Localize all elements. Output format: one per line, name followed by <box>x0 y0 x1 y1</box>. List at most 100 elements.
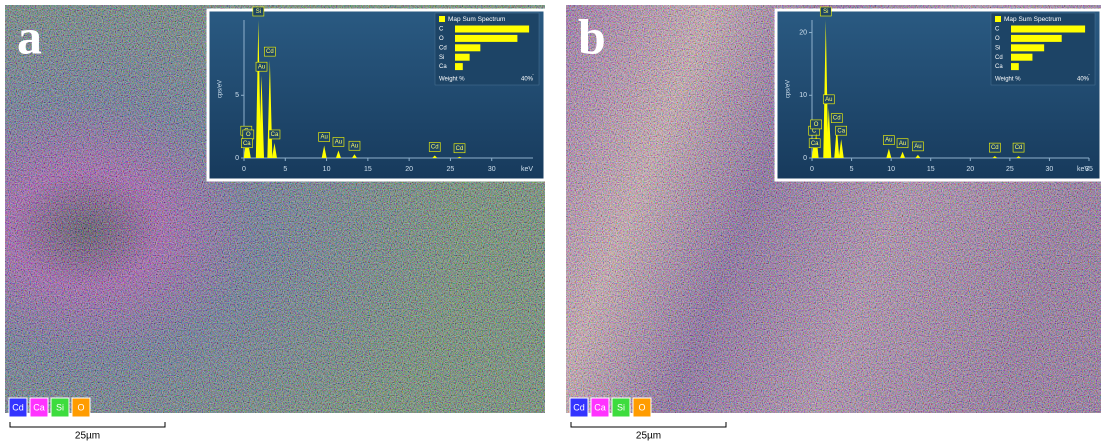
spectrum-peak <box>259 75 265 158</box>
weight-tick-label: 40% <box>521 77 534 83</box>
spectrum-peak <box>886 148 892 158</box>
peak-label: Ca <box>811 141 819 147</box>
legend-chip <box>71 397 91 418</box>
spectrum-peak <box>271 142 277 158</box>
spectrum-peak <box>826 107 832 158</box>
x-tick-label: 25 <box>447 166 455 173</box>
peak-label: Au <box>258 64 265 70</box>
peak-label-box <box>912 141 924 152</box>
x-tick-label: 10 <box>323 166 331 173</box>
peak-label-box <box>819 6 832 17</box>
spectrum-peak <box>335 150 341 158</box>
peak-label-box <box>883 135 895 145</box>
legend-chip <box>8 397 28 418</box>
weight-category: Ca <box>439 64 447 70</box>
y-axis-label: cps/eV <box>218 80 224 98</box>
peak-label: C <box>812 128 817 134</box>
weight-bar <box>455 53 470 61</box>
legend-label: O <box>77 402 84 412</box>
spectrum-peak <box>457 156 463 158</box>
spectrum-peak <box>992 156 998 158</box>
weight-bar <box>1011 44 1045 52</box>
peak-label-box <box>255 61 268 72</box>
legend-label: Cd <box>573 402 585 412</box>
peak-label: Cd <box>456 146 464 152</box>
peak-label-box <box>989 142 1001 153</box>
legend-label: O <box>638 402 645 412</box>
weight-tick-label: 40% <box>1077 77 1090 83</box>
peak-label: O <box>246 132 251 138</box>
peak-label: Au <box>885 138 892 144</box>
peak-label-box <box>268 129 281 140</box>
y-tick-label: 5 <box>235 92 239 99</box>
legend-label: Ca <box>594 402 606 412</box>
peak-label-box <box>822 94 835 105</box>
peak-label: Si <box>256 9 261 15</box>
legend-chip <box>29 397 49 418</box>
peak-label: Cd <box>266 49 274 55</box>
panel-label: a <box>17 8 42 64</box>
weight-bar <box>1011 34 1062 42</box>
scale-bar-label: 25µm <box>75 431 100 442</box>
weight-category: Ca <box>995 64 1003 70</box>
x-tick-label: 0 <box>810 166 814 173</box>
spectrum-peak <box>915 154 921 158</box>
weight-bar <box>1011 25 1086 33</box>
x-tick-label: 20 <box>405 166 413 173</box>
weight-bar <box>455 34 518 42</box>
legend-chip <box>611 397 631 418</box>
weight-category: O <box>995 36 1000 42</box>
weight-box <box>434 12 540 86</box>
y-tick-label: 20 <box>799 29 807 36</box>
peak-label-box <box>896 138 909 149</box>
spectrum-peak <box>321 145 327 158</box>
weight-title: Map Sum Spectrum <box>448 16 505 23</box>
x-unit: keV <box>1077 166 1089 173</box>
x-tick-label: 15 <box>927 166 935 173</box>
legend-label: Ca <box>33 402 45 412</box>
peak-label: Au <box>825 97 832 103</box>
peak-label-box <box>808 138 821 149</box>
x-tick-label: 15 <box>364 166 372 173</box>
legend-label: Si <box>56 402 64 412</box>
panel-label: b <box>578 8 606 64</box>
peak-label: Cd <box>991 145 999 151</box>
y-tick-label: 10 <box>799 92 807 99</box>
weight-category: Cd <box>995 55 1003 61</box>
peak-label: Si <box>823 9 828 15</box>
peak-label: Ca <box>271 132 279 138</box>
legend-chip <box>590 397 610 418</box>
peak-label: Au <box>914 144 921 150</box>
scale-bar <box>570 422 727 428</box>
weight-bar <box>455 25 530 33</box>
weight-swatch <box>995 16 1001 22</box>
x-tick-label: 10 <box>887 166 895 173</box>
x-tick-label: 25 <box>1006 166 1014 173</box>
spectrum-peak <box>838 139 844 158</box>
peak-label-box <box>252 6 265 17</box>
weight-bar <box>1011 53 1033 61</box>
spectrum-peak <box>1016 156 1022 158</box>
spectrum-peak <box>900 151 906 158</box>
weight-axis-label: Weight % <box>995 77 1021 83</box>
spectrum-peak <box>244 151 250 158</box>
spectrum-peak <box>255 20 261 158</box>
y-axis-label: cps/eV <box>786 80 792 98</box>
peak-label-box <box>318 132 330 142</box>
peak-label: Ca <box>837 128 845 134</box>
weight-category: C <box>995 27 1000 33</box>
weight-axis-label: Weight % <box>439 77 465 83</box>
weight-bar <box>455 44 481 52</box>
peak-label: Ca <box>243 141 251 147</box>
peak-label-box <box>348 140 361 151</box>
x-unit: keV <box>521 166 533 173</box>
weight-category: Si <box>439 55 444 61</box>
x-tick-label: 5 <box>850 166 854 173</box>
peak-label-box <box>835 125 848 136</box>
peak-label-box <box>830 113 843 123</box>
scale-bar <box>9 422 166 428</box>
peak-label: O <box>814 122 819 128</box>
peak-label-box <box>428 142 441 152</box>
peak-label: Cd <box>1015 145 1023 151</box>
